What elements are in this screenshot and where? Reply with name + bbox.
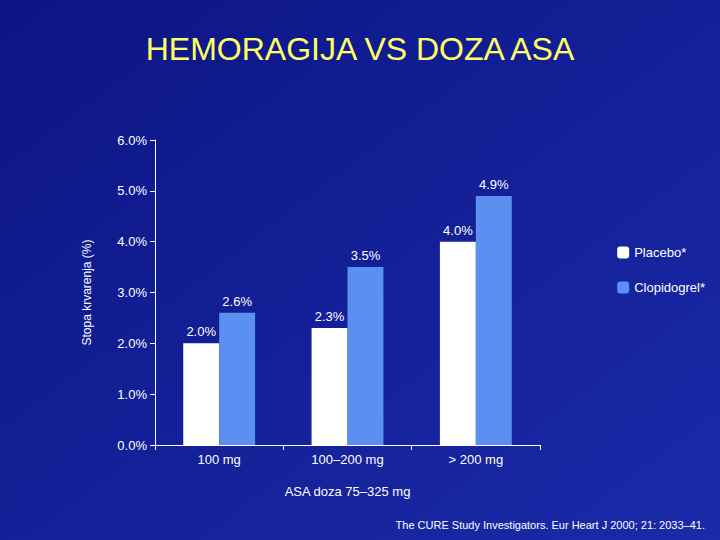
svg-text:5.0%: 5.0% xyxy=(117,183,147,198)
svg-text:ASA doza 75–325 mg: ASA doza 75–325 mg xyxy=(285,484,411,499)
svg-text:6.0%: 6.0% xyxy=(117,133,147,148)
svg-text:4.0%: 4.0% xyxy=(117,234,147,249)
svg-text:Stopa krvarenja (%): Stopa krvarenja (%) xyxy=(80,239,94,345)
svg-text:2.0%: 2.0% xyxy=(117,336,147,351)
svg-text:Clopidogrel*: Clopidogrel* xyxy=(634,280,705,295)
svg-text:100 mg: 100 mg xyxy=(197,452,240,467)
svg-text:HEMORAGIJA VS DOZA ASA: HEMORAGIJA VS DOZA ASA xyxy=(146,31,575,67)
svg-text:3.5%: 3.5% xyxy=(351,248,381,263)
svg-text:Placebo*: Placebo* xyxy=(634,245,686,260)
svg-text:0.0%: 0.0% xyxy=(117,438,147,453)
svg-text:100–200 mg: 100–200 mg xyxy=(311,452,383,467)
svg-text:> 200 mg: > 200 mg xyxy=(449,452,504,467)
svg-text:2.3%: 2.3% xyxy=(315,309,345,324)
svg-text:3.0%: 3.0% xyxy=(117,285,147,300)
svg-text:2.0%: 2.0% xyxy=(186,324,216,339)
svg-text:2.6%: 2.6% xyxy=(222,294,252,309)
svg-text:1.0%: 1.0% xyxy=(117,387,147,402)
svg-text:4.9%: 4.9% xyxy=(479,177,509,192)
svg-text:The CURE Study Investigators.: The CURE Study Investigators. Eur Heart … xyxy=(396,519,705,531)
svg-text:4.0%: 4.0% xyxy=(443,223,473,238)
